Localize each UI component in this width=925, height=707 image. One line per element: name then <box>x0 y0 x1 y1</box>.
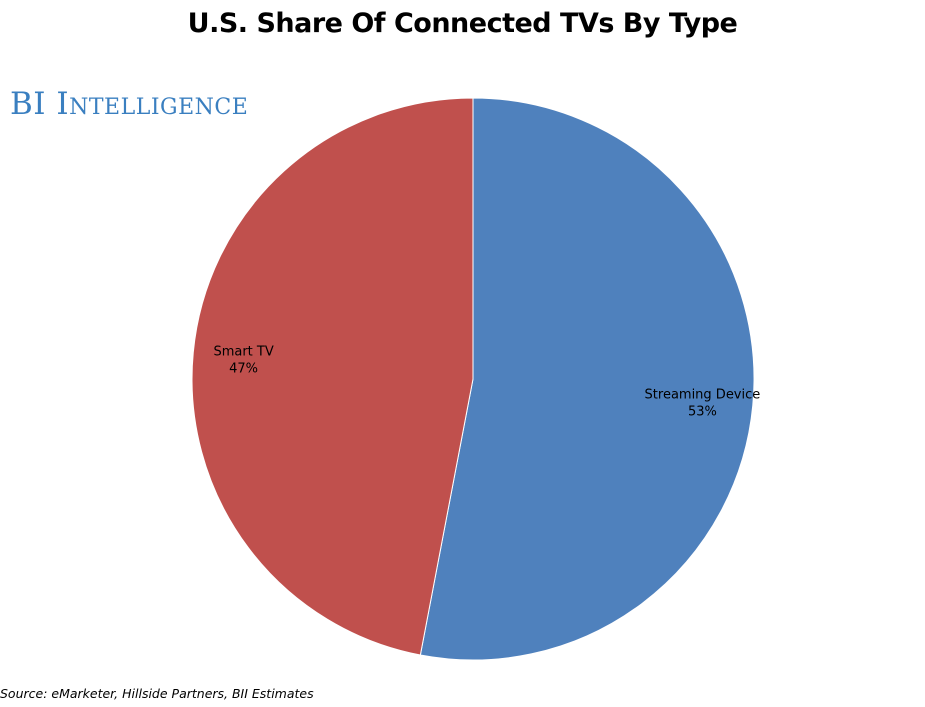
source-note: Source: eMarketer, Hillside Partners, BI… <box>0 686 314 701</box>
slice-label-name: Streaming Device <box>645 388 761 403</box>
pie-slice-smart-tv <box>191 97 474 656</box>
slice-label-name: Smart TV <box>213 344 273 359</box>
slice-label-value: 47% <box>229 361 258 376</box>
chart-title: U.S. Share Of Connected TVs By Type <box>187 8 738 39</box>
pie-slices <box>191 97 755 661</box>
bi-intelligence-logo: BI Intelligence <box>10 86 249 122</box>
pie-slice-streaming-device <box>419 97 755 661</box>
pie-labels: Streaming Device 53% Smart TV 47% <box>213 344 760 419</box>
slice-label-value: 53% <box>688 405 717 420</box>
